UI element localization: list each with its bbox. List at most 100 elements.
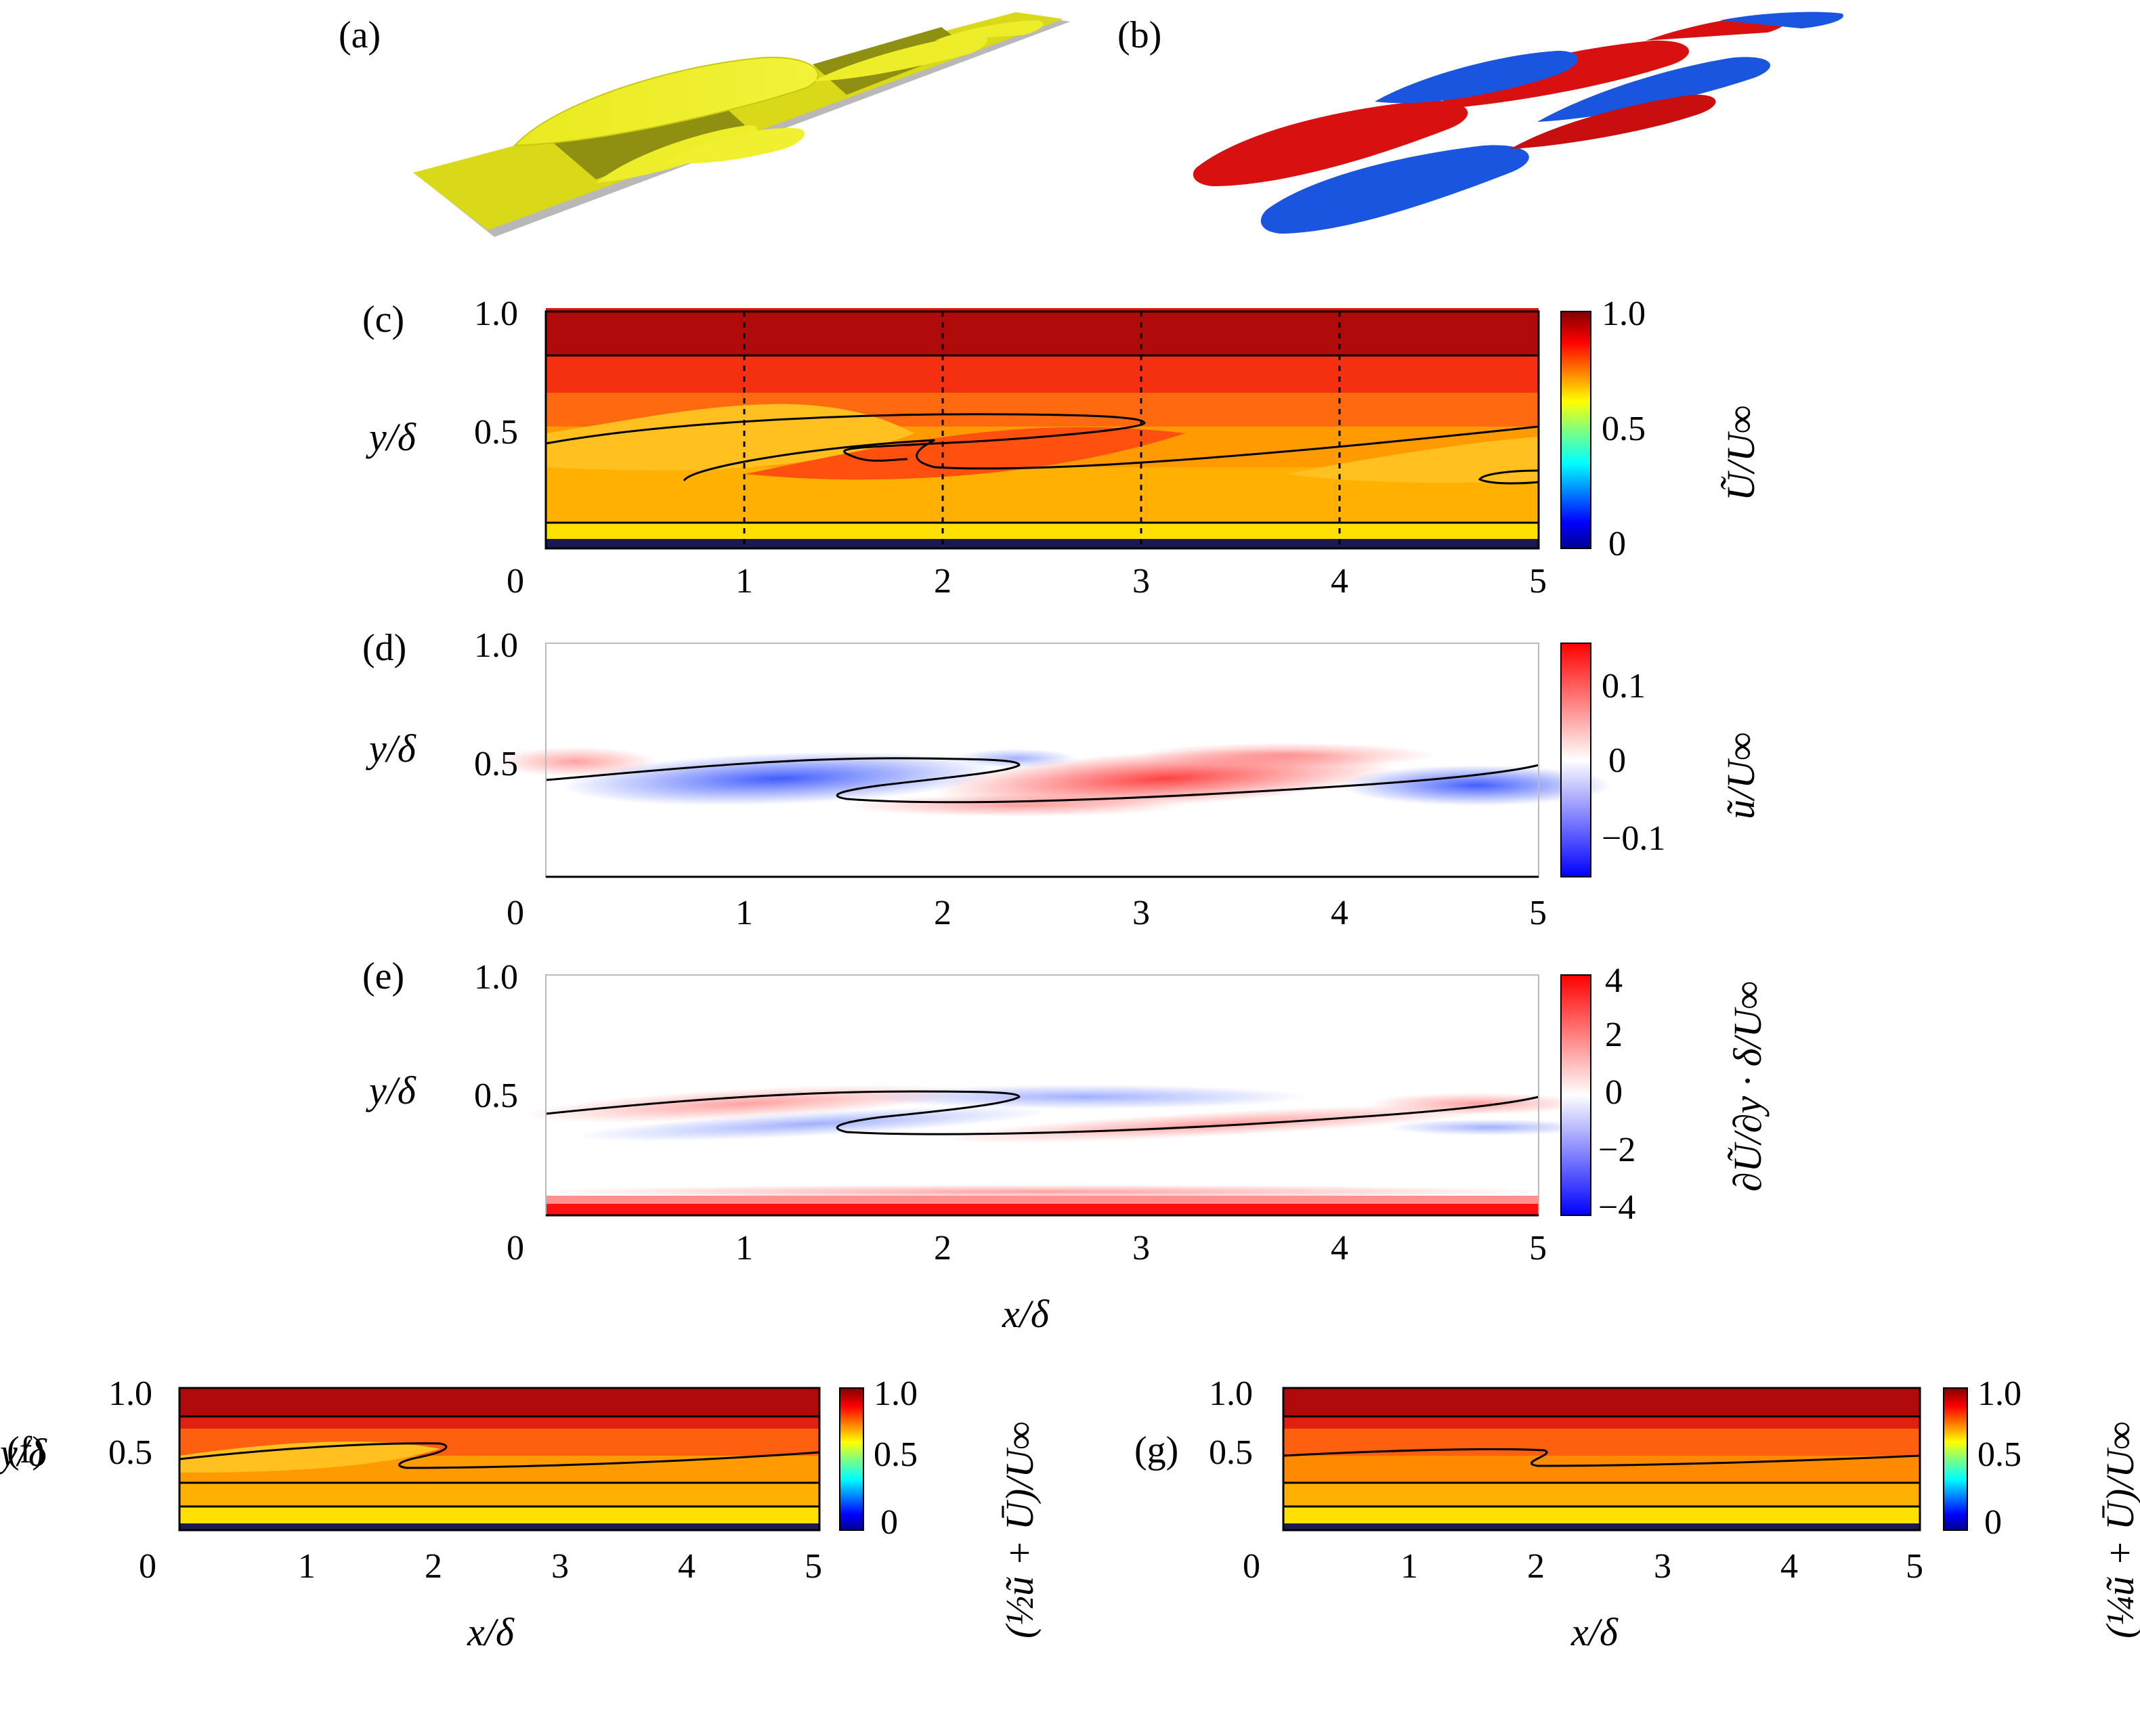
panel-e-cbar-tick-2: 2 [1605, 1016, 1623, 1054]
panel-e-xtick-3: 3 [1132, 1229, 1150, 1267]
panel-f-ytick-1: 1.0 [108, 1374, 152, 1413]
panel-f-xlabel: x/δ [467, 1610, 515, 1654]
panel-g-xtick-5: 5 [1906, 1547, 1923, 1586]
panel-a-label: (a) [339, 14, 381, 56]
panel-g-xtick-1: 1 [1400, 1547, 1418, 1586]
panel-c-band-1 [546, 523, 1539, 539]
panel-e-cbar-tick-4: 4 [1605, 961, 1623, 1000]
panel-f-orange-lobe [179, 1441, 440, 1473]
panel-f-colorbar [839, 1387, 864, 1531]
panel-c-colorbar [1560, 311, 1591, 549]
panel-d-cbar-tick-m0p1: −0.1 [1602, 819, 1665, 858]
panel-e-wall-band [546, 1204, 1539, 1215]
panel-b-isosurface [1193, 12, 1843, 234]
panel-g-xtick-2: 2 [1527, 1547, 1545, 1586]
panel-e-lower-pos-haze [528, 1185, 1558, 1198]
panel-g-band-top [1283, 1388, 1920, 1416]
panel-e-contour [545, 1090, 1539, 1135]
panel-d-cbar-tick-0: 0 [1608, 741, 1626, 780]
panel-c-orange-lobe-1 [546, 404, 914, 471]
panel-e-pos-band-2 [935, 1104, 1503, 1144]
panel-c-red-lobe [745, 427, 1185, 480]
panel-d-pos-blob-upper [1138, 743, 1436, 767]
panel-e: (e) 1.0 0.5 y/δ 0 1 2 3 4 5 x/δ 4 2 0 [362, 955, 1770, 1336]
panel-d-contour [545, 757, 1539, 804]
panel-e-neg-band-right [1388, 1119, 1591, 1135]
panel-e-cbar-tick-m4: −4 [1598, 1188, 1635, 1227]
panel-e-ytick-1: 1.0 [474, 958, 518, 997]
panel-f-plot-area [178, 1387, 821, 1532]
panel-d-neg-blob-1 [562, 752, 996, 806]
panel-f-ytick-0p5: 0.5 [108, 1433, 152, 1472]
panel-a-lobe-upper [513, 56, 819, 147]
panel-d-xtick-1: 1 [735, 894, 753, 932]
panel-f-xtick-2: 2 [425, 1547, 442, 1586]
panel-g-frame [1282, 1387, 1921, 1532]
panel-g-label: (g) [1134, 1429, 1178, 1471]
panel-b: (b) [1117, 12, 1843, 234]
panel-f-cbar-tick-0: 0 [880, 1503, 898, 1542]
panel-f-band-5 [179, 1415, 819, 1429]
panel-d-xtick-0: 0 [507, 894, 524, 932]
panel-g-plot-area [1282, 1387, 1921, 1532]
panel-g-xtick-4: 4 [1780, 1547, 1798, 1586]
panel-f-frame [178, 1387, 821, 1532]
panel-c-plot-area [544, 308, 1540, 550]
panel-e-wall-band-fade [546, 1196, 1539, 1204]
panel-f-band-top [179, 1388, 819, 1416]
panel-f-xtick-1: 1 [298, 1547, 316, 1586]
panel-c-label: (c) [362, 299, 404, 341]
panel-b-red-lobe-2 [1436, 40, 1689, 108]
panel-d-label: (d) [362, 627, 406, 669]
panel-f-xtick-3: 3 [551, 1547, 569, 1586]
panel-d-xtick-4: 4 [1331, 894, 1348, 932]
panel-f-band-1 [179, 1506, 819, 1523]
panel-c-orange-lobe-2 [1287, 437, 1539, 483]
panel-c: (c) [362, 295, 1763, 601]
panel-g-ytick-1: 1.0 [1209, 1374, 1253, 1413]
panel-c-contour-lower [683, 425, 1539, 481]
panel-f-band-wall [179, 1523, 819, 1530]
panel-d-cbar-label: ũ/U∞ [1719, 733, 1763, 819]
panel-d-ytick-1: 1.0 [474, 626, 518, 665]
panel-f-contour-main [179, 1442, 820, 1469]
panel-c-band-top [546, 311, 1539, 355]
panel-c-xtick-1: 1 [735, 562, 753, 601]
panel-g-cbar-tick-0: 0 [1984, 1503, 2002, 1542]
panel-c-ytick-0p5: 0.5 [474, 413, 518, 452]
panel-e-xtick-1: 1 [735, 1229, 753, 1267]
panel-d-xtick-2: 2 [934, 894, 951, 932]
panel-b-red-lobe-4 [1510, 94, 1716, 149]
panel-f-xtick-0: 0 [139, 1547, 156, 1586]
panel-f-cbar-tick-0p5: 0.5 [874, 1435, 918, 1474]
panel-e-cbar-label: ∂Ũ/∂y · δ/U∞ [1726, 981, 1770, 1192]
panel-e-ylabel: y/δ [366, 1068, 416, 1112]
panel-e-xtick-0: 0 [507, 1229, 524, 1267]
panel-e-xtick-2: 2 [934, 1229, 951, 1267]
panel-g-xlabel: x/δ [1570, 1610, 1619, 1654]
panel-b-blue-lobe-1 [1260, 145, 1529, 234]
panel-f-xtick-5: 5 [805, 1547, 822, 1586]
panel-f: (f) 1.0 0.5 y/δ 0 1 2 3 4 5 x/δ 1.0 0.5 … [0, 1374, 1042, 1654]
panel-c-cbar-tick-1: 1.0 [1602, 295, 1646, 333]
panel-b-blue-lobe-3 [1537, 57, 1770, 122]
panel-d-plot-area [494, 643, 1612, 878]
panel-d-ytick-0p5: 0.5 [474, 745, 518, 783]
panel-e-xlabel: x/δ [1002, 1292, 1050, 1336]
panel-g-cbar-tick-1: 1.0 [1977, 1374, 2021, 1413]
panel-e-plot-area [521, 974, 1591, 1217]
panel-f-band-2 [179, 1483, 819, 1506]
panel-g-band-2 [1283, 1483, 1920, 1506]
panel-c-band-5 [546, 355, 1539, 393]
panel-a-lobe-lower [596, 125, 758, 183]
panel-f-cbar-label: (½ũ + Ū)/U∞ [998, 1421, 1042, 1639]
panel-a-isosurface [413, 12, 1070, 237]
panel-e-ytick-0p5: 0.5 [474, 1077, 518, 1115]
panel-c-xtick-4: 4 [1331, 562, 1348, 601]
panel-g-xtick-0: 0 [1243, 1547, 1260, 1586]
panel-d-xtick-5: 5 [1529, 894, 1547, 932]
panel-d: (d) 1.0 0.5 y/δ 0 1 2 3 4 5 0.1 0 −0.1 ũ… [362, 626, 1763, 932]
panel-f-ylabel: y/δ [0, 1431, 47, 1475]
panel-g-band-5 [1283, 1415, 1920, 1429]
